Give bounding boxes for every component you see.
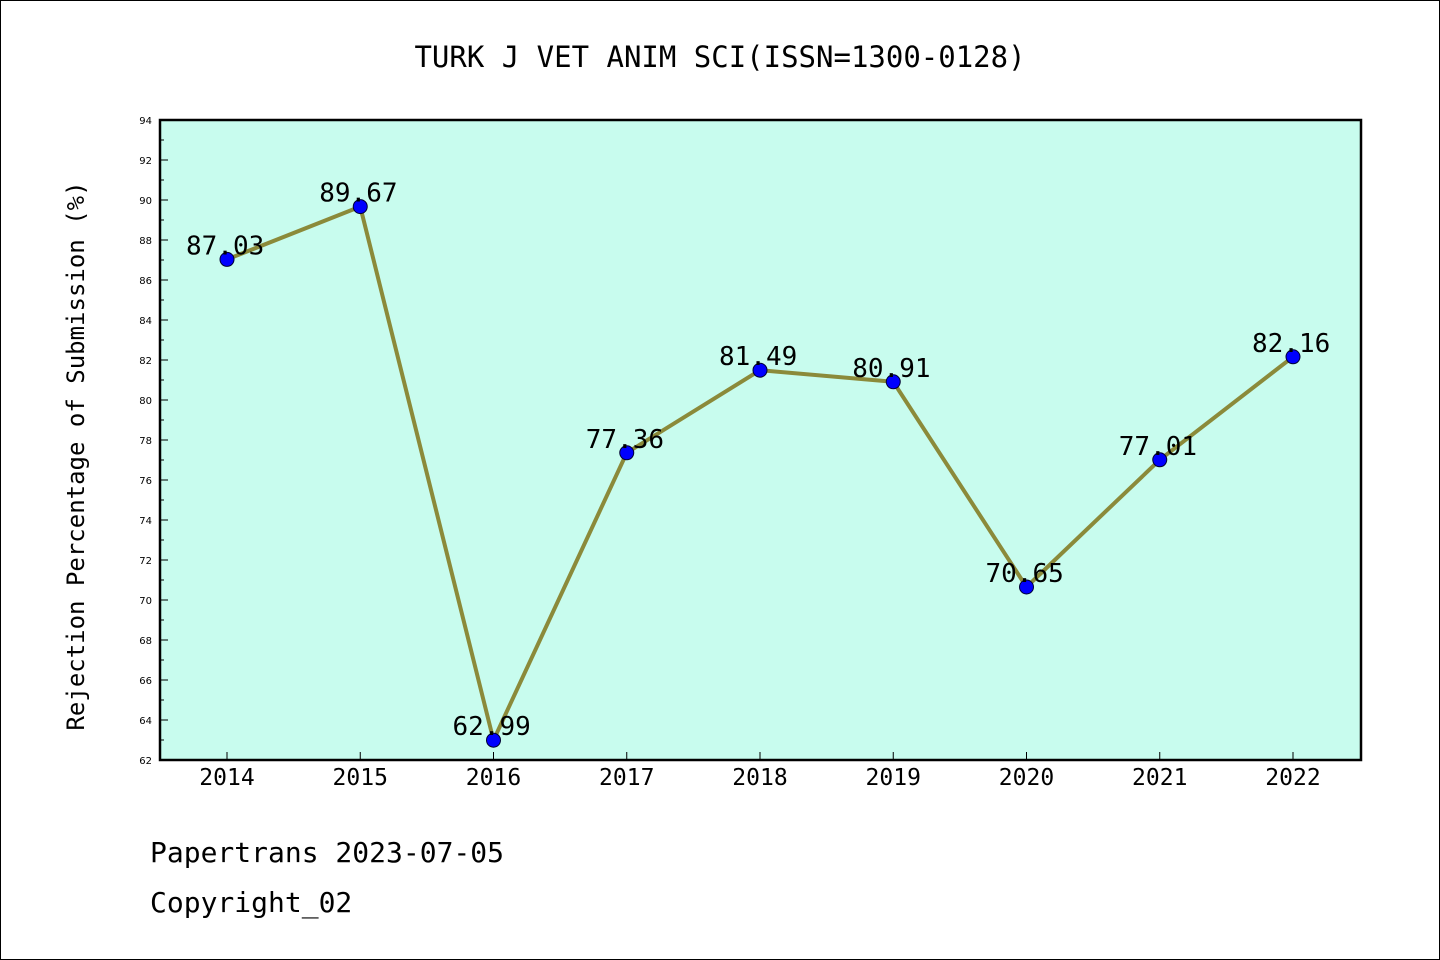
data-label: 81.49 — [719, 342, 797, 372]
y-tick-label: 72 — [139, 556, 152, 567]
chart-title: TURK J VET ANIM SCI(ISSN=1300-0128) — [414, 40, 1025, 74]
data-label: 80.91 — [852, 354, 930, 384]
x-tick-label: 2015 — [333, 765, 388, 791]
footer-copyright: Copyright_02 — [150, 886, 353, 919]
x-tick-label: 2021 — [1132, 765, 1187, 791]
data-label: 77.01 — [1119, 432, 1197, 462]
series-rejection-rate — [219, 199, 1301, 748]
y-tick-label: 90 — [139, 196, 152, 207]
x-tick-label: 2019 — [866, 765, 921, 791]
y-axis-label: Rejection Percentage of Submission (%) — [62, 181, 90, 730]
data-label: 87.03 — [186, 231, 264, 261]
data-point — [486, 732, 501, 748]
y-tick-label: 94 — [139, 116, 152, 127]
data-point — [752, 362, 768, 378]
footer-date: Papertrans 2023-07-05 — [150, 836, 505, 869]
data-point — [1019, 579, 1034, 595]
y-tick-label: 64 — [139, 716, 152, 727]
data-point — [1152, 452, 1168, 468]
y-tick-label: 66 — [139, 676, 152, 687]
y-tick-label: 92 — [139, 156, 152, 167]
data-point — [352, 199, 368, 215]
x-tick-label: 2017 — [599, 765, 654, 791]
x-tick-label: 2018 — [732, 765, 787, 791]
y-tick-label: 68 — [139, 636, 152, 647]
x-axis: 2014 2015 2016 2017 2018 2019 2020 2021 2022 — [199, 752, 1321, 791]
y-tick-label: 84 — [139, 316, 152, 327]
data-label: 82.16 — [1252, 329, 1330, 359]
y-tick-label: 78 — [139, 436, 152, 447]
data-label: 70.65 — [986, 559, 1064, 589]
y-tick-label: 86 — [139, 276, 152, 287]
y-axis: 62 64 66 68 70 72 74 76 78 80 82 84 86 88 90 92 94 — [139, 116, 168, 767]
data-point — [885, 374, 901, 390]
x-tick-label: 2014 — [199, 765, 254, 791]
x-tick-label: 2020 — [999, 765, 1054, 791]
y-tick-label: 70 — [139, 596, 152, 607]
y-tick-label: 74 — [139, 516, 152, 527]
y-tick-label: 88 — [139, 236, 152, 247]
x-tick-label: 2022 — [1265, 765, 1320, 791]
data-point — [619, 445, 635, 461]
y-tick-label: 82 — [139, 356, 152, 367]
data-point — [219, 251, 235, 267]
data-label: 89.67 — [319, 179, 397, 209]
y-tick-label: 80 — [139, 396, 152, 407]
data-label: 77.36 — [586, 425, 664, 455]
y-tick-label: 76 — [139, 476, 152, 487]
y-tick-label: 62 — [139, 756, 152, 767]
data-labels: 87.03 89.67 62.99 77.36 81.49 80.91 70.65 77.01… — [186, 179, 1330, 743]
x-tick-label: 2016 — [466, 765, 521, 791]
data-point — [1285, 349, 1301, 365]
data-label: 62.99 — [453, 712, 531, 742]
plot-area — [158, 118, 1363, 762]
